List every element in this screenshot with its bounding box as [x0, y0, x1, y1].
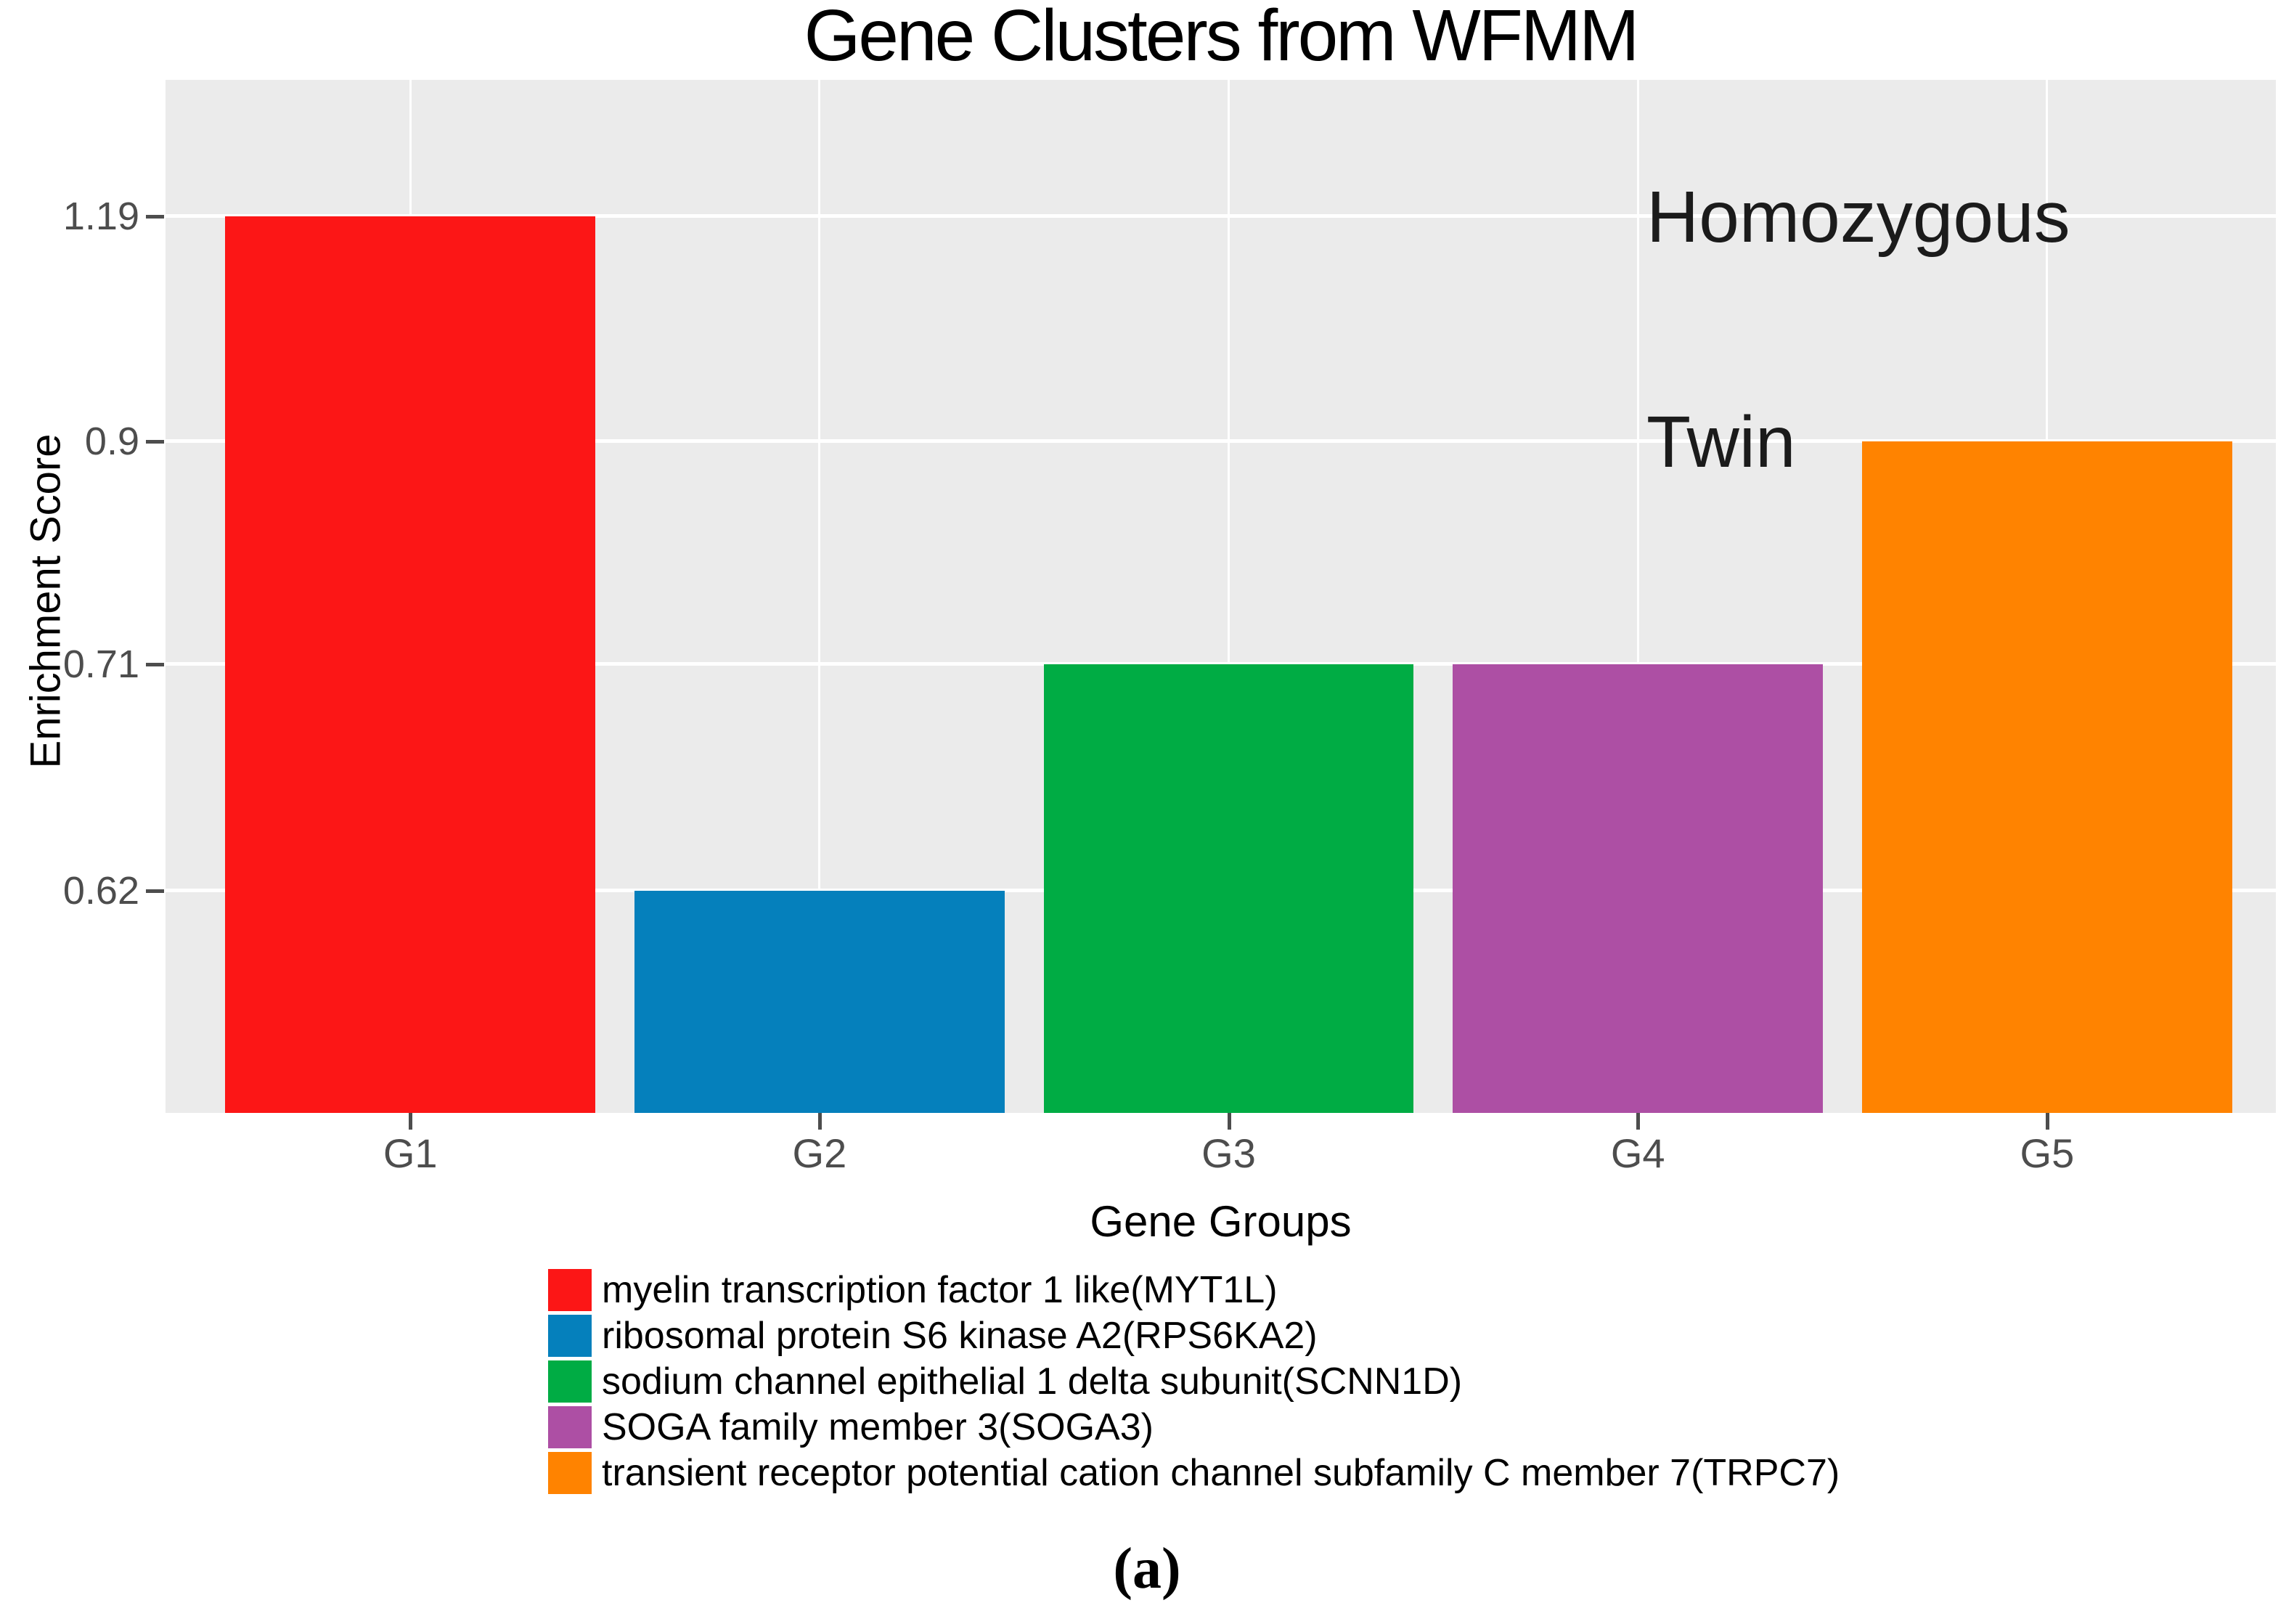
- x-tick-mark: [2045, 1113, 2049, 1130]
- gridline-h: [166, 439, 2276, 444]
- x-tick-mark: [817, 1113, 822, 1130]
- y-tick-label: 1.19: [62, 194, 139, 238]
- y-tick-mark: [146, 663, 164, 667]
- legend-row: ribosomal protein S6 kinase A2(RPS6KA2): [548, 1315, 1840, 1357]
- plot-panel: Homozygous Twin: [166, 80, 2276, 1113]
- x-tick-mark: [409, 1113, 413, 1130]
- y-tick-label: 0.62: [62, 869, 139, 913]
- y-tick-mark: [146, 214, 164, 219]
- legend-row: sodium channel epithelial 1 delta subuni…: [548, 1360, 1840, 1403]
- figure-caption: (a): [1113, 1537, 1181, 1601]
- y-axis-title: Enrichment Score: [22, 433, 70, 769]
- bar-G1: [225, 216, 596, 1113]
- y-tick-mark: [146, 889, 164, 894]
- annotation-line2: Twin: [1646, 401, 1796, 483]
- annotation-text: Homozygous Twin: [1646, 161, 2070, 499]
- x-tick-label-G1: G1: [383, 1130, 438, 1176]
- y-tick-label: 0.9: [84, 420, 139, 464]
- x-axis-title: Gene Groups: [1090, 1197, 1352, 1246]
- legend-label: transient receptor potential cation chan…: [602, 1452, 1840, 1494]
- legend-row: myelin transcription factor 1 like(MYT1L…: [548, 1269, 1840, 1311]
- legend-row: SOGA family member 3(SOGA3): [548, 1406, 1840, 1448]
- x-tick-label-G3: G3: [1201, 1130, 1256, 1176]
- gridline-v: [1636, 80, 1639, 1113]
- chart-title: Gene Clusters from WFMM: [804, 0, 1640, 76]
- legend: myelin transcription factor 1 like(MYT1L…: [548, 1269, 1840, 1494]
- legend-label: ribosomal protein S6 kinase A2(RPS6KA2): [602, 1315, 1318, 1357]
- x-tick-mark: [1227, 1113, 1231, 1130]
- bar-G5: [1861, 441, 2232, 1113]
- legend-label: sodium channel epithelial 1 delta subuni…: [602, 1360, 1463, 1403]
- gridline-h: [166, 213, 2276, 218]
- legend-row: transient receptor potential cation chan…: [548, 1452, 1840, 1494]
- legend-swatch-icon: [548, 1269, 592, 1311]
- y-tick-label: 0.71: [62, 642, 139, 687]
- legend-swatch-icon: [548, 1315, 592, 1357]
- x-tick-mark: [1636, 1113, 1641, 1130]
- y-tick-mark: [146, 440, 164, 444]
- legend-label: myelin transcription factor 1 like(MYT1L…: [602, 1269, 1278, 1311]
- legend-swatch-icon: [548, 1452, 592, 1494]
- x-tick-label-G5: G5: [2020, 1130, 2075, 1176]
- bar-G4: [1453, 664, 1824, 1113]
- legend-label: SOGA family member 3(SOGA3): [602, 1406, 1154, 1448]
- gridline-h: [166, 662, 2276, 666]
- annotation-line1: Homozygous: [1646, 176, 2070, 258]
- gridline-v: [818, 80, 821, 1113]
- bar-G3: [1043, 664, 1414, 1113]
- x-tick-label-G4: G4: [1610, 1130, 1665, 1176]
- gridline-v: [1228, 80, 1230, 1113]
- legend-swatch-icon: [548, 1360, 592, 1403]
- legend-swatch-icon: [548, 1406, 592, 1448]
- bar-G2: [634, 891, 1005, 1113]
- x-tick-label-G2: G2: [792, 1130, 847, 1176]
